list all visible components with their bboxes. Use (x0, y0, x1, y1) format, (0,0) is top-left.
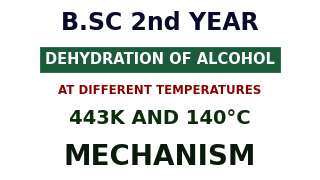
Text: AT DIFFERENT TEMPERATURES: AT DIFFERENT TEMPERATURES (58, 84, 262, 96)
Text: MECHANISM: MECHANISM (64, 143, 256, 171)
Text: 443K AND 140°C: 443K AND 140°C (69, 109, 251, 128)
Text: B.SC 2nd YEAR: B.SC 2nd YEAR (61, 11, 259, 35)
Text: DEHYDRATION OF ALCOHOL: DEHYDRATION OF ALCOHOL (45, 52, 275, 67)
